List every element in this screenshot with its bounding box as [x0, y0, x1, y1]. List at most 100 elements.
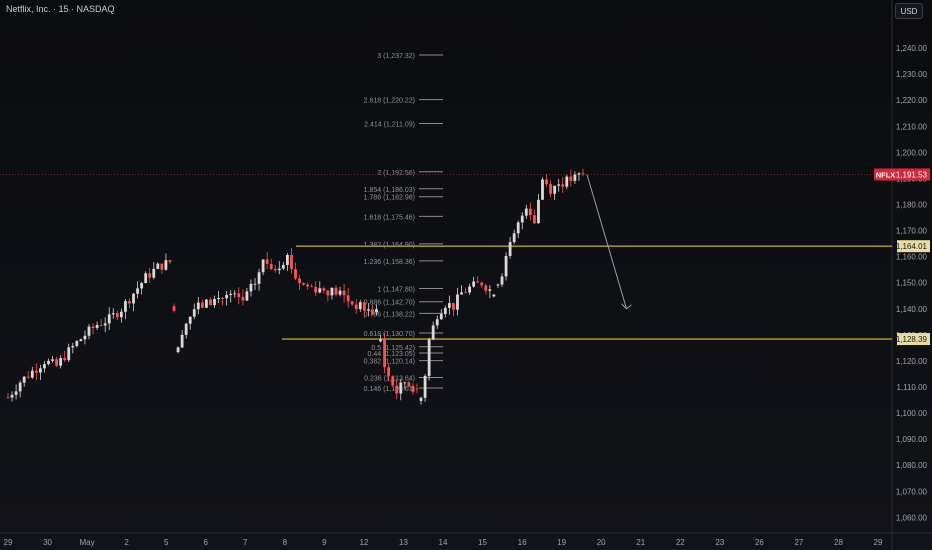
y-tick-label: 1,110.00	[896, 383, 927, 392]
candle-body	[581, 173, 585, 175]
candle-body	[334, 287, 338, 295]
candle-body	[350, 301, 354, 305]
y-tick-label: 1,240.00	[896, 44, 928, 53]
candle-body	[322, 288, 326, 291]
candle-body	[314, 286, 318, 293]
candle-body	[456, 294, 459, 310]
candle-body	[75, 341, 79, 346]
x-tick-label: 6	[204, 538, 209, 547]
fib-level-label: 0.886 (1,142.70)	[364, 300, 415, 307]
candle-body	[205, 299, 208, 308]
candle-body	[136, 288, 139, 294]
candle-body	[160, 263, 164, 270]
candle-body	[43, 364, 46, 369]
candle-body	[144, 273, 148, 284]
y-tick-label: 1,220.00	[896, 96, 928, 105]
candle-body	[87, 326, 91, 336]
candle-body	[172, 306, 176, 311]
candle-body	[55, 359, 58, 366]
candle-body	[569, 176, 573, 181]
fib-level-label: 0.618 (1,130.70)	[364, 331, 415, 338]
candle-body	[472, 281, 476, 287]
candle-body	[47, 360, 50, 365]
candle-body	[164, 260, 168, 270]
candle-body	[504, 255, 508, 277]
x-tick-label: 27	[794, 538, 803, 547]
x-tick-label: 20	[597, 538, 606, 547]
fib-level-label: 1 (1,147.80)	[377, 286, 415, 293]
candle-body	[383, 339, 386, 368]
candle-body	[524, 208, 528, 216]
candle-body	[241, 297, 245, 301]
symbol-tag-label: NFLX	[876, 170, 896, 179]
candle-body	[10, 394, 14, 398]
candle-body	[512, 233, 516, 243]
candle-body	[83, 335, 87, 340]
candle-body	[338, 290, 342, 295]
fib-level-label: 2.618 (1,220.22)	[364, 98, 415, 105]
candle-body	[508, 242, 512, 256]
candle-body	[318, 288, 322, 293]
level-tag-bg	[897, 240, 930, 253]
candle-body	[443, 307, 447, 314]
candle-body	[253, 283, 257, 285]
candle-body	[427, 339, 431, 376]
candle-body	[233, 293, 237, 295]
candle-body	[464, 292, 467, 294]
symbol-title: Netflix, Inc. · 15 · NASDAQ	[6, 4, 115, 14]
candle-body	[140, 283, 144, 289]
fib-level-label: 0.236 (1,113.64)	[364, 376, 415, 383]
y-tick-label: 1,170.00	[896, 227, 928, 236]
candle-body	[419, 397, 423, 401]
candle-body	[484, 285, 488, 291]
candle-body	[229, 293, 233, 295]
candle-body	[124, 301, 127, 312]
x-tick-label: 5	[164, 538, 169, 547]
candle-body	[26, 376, 30, 378]
y-tick-label: 1,230.00	[896, 70, 928, 79]
candle-body	[30, 370, 34, 378]
candle-body	[496, 284, 500, 286]
candle-body	[273, 268, 277, 271]
candle-body	[51, 359, 54, 361]
candle-body	[6, 397, 10, 399]
candle-body	[407, 382, 411, 387]
candle-body	[403, 382, 407, 384]
candle-body	[528, 208, 532, 216]
x-tick-label: 29	[874, 538, 883, 547]
x-tick-label: 7	[243, 538, 248, 547]
candle-body	[115, 313, 119, 318]
candle-body	[298, 278, 301, 284]
candle-body	[520, 215, 524, 223]
candle-body	[265, 259, 269, 264]
y-tick-label: 1,180.00	[896, 201, 928, 210]
last-price-tag-bg	[897, 168, 930, 181]
candle-body	[111, 313, 115, 315]
candle-body	[387, 367, 391, 377]
forecast-arrow-line	[586, 174, 627, 309]
y-tick-label: 1,080.00	[896, 461, 928, 470]
candle-body	[192, 309, 196, 317]
candle-body	[346, 295, 350, 302]
fib-level-label: 0.146 (1,109.61)	[364, 386, 415, 393]
symbol-tag-bg	[874, 168, 897, 181]
candle-body	[103, 323, 107, 326]
x-tick-label: 22	[676, 538, 685, 547]
y-tick-label: 1,150.00	[896, 279, 928, 288]
candle-body	[577, 173, 581, 175]
candle-body	[553, 185, 557, 194]
currency-selector[interactable]: USD	[895, 3, 923, 19]
x-tick-label: 26	[755, 538, 764, 547]
candle-body	[269, 263, 273, 269]
level-tag-label: 1,128.39	[896, 335, 928, 344]
x-tick-label: 28	[834, 538, 843, 547]
candle-body	[306, 284, 310, 287]
candle-body	[533, 215, 536, 224]
candle-body	[516, 222, 520, 234]
candle-body	[468, 286, 472, 293]
candle-body	[79, 339, 83, 342]
x-tick-label: 30	[43, 538, 52, 547]
candle-body	[286, 254, 289, 265]
